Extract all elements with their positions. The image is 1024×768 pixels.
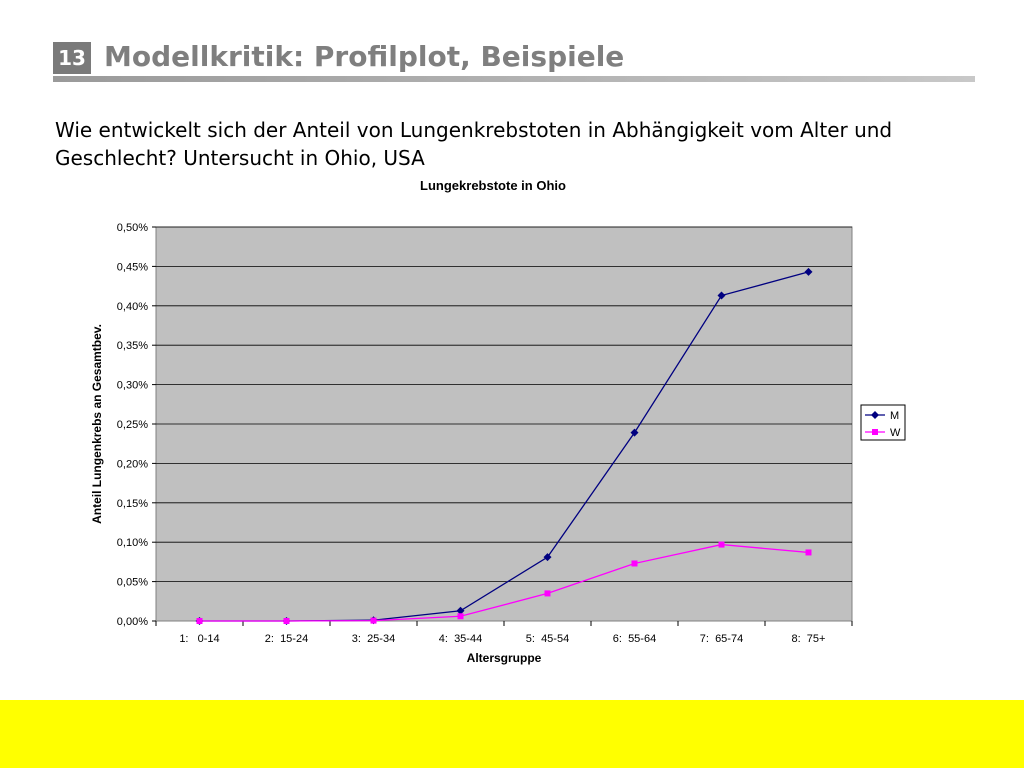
- y-tick-label: 0,50%: [117, 222, 148, 234]
- series-w-point: [718, 541, 725, 548]
- series-w: [196, 541, 812, 624]
- x-tick-label: 6: 55-64: [613, 633, 656, 645]
- series-m-point: [717, 291, 726, 300]
- legend-label: W: [890, 427, 901, 439]
- slide-number: 13: [53, 42, 91, 74]
- series-w-point: [283, 618, 290, 624]
- y-tick-label: 0,00%: [117, 616, 148, 628]
- x-tick-label: 8: 75+: [792, 633, 826, 645]
- y-tick-label: 0,05%: [117, 577, 148, 589]
- slide-title: Modellkritik: Profilplot, Beispiele: [104, 40, 625, 73]
- chart-title: Lungekrebstote in Ohio: [420, 178, 566, 193]
- line-chart: Lungekrebstote in Ohio 0,00%0,05%0,10%0,…: [90, 178, 906, 665]
- legend-label: M: [890, 410, 899, 422]
- y-tick-label: 0,45%: [117, 261, 148, 273]
- series-w-point: [544, 590, 551, 597]
- series-w-point: [196, 618, 203, 624]
- gridlines: [156, 226, 852, 582]
- series-w-point: [631, 560, 638, 567]
- y-tick-label: 0,35%: [117, 340, 148, 352]
- legend-swatch-marker: [872, 429, 878, 435]
- x-tick-label: 3: 25-34: [352, 633, 395, 645]
- y-axis-label: Anteil Lungenkrebs an Gesamtbev.: [90, 324, 104, 524]
- x-axis-label: Altersgruppe: [467, 651, 542, 665]
- title-divider: [53, 76, 975, 82]
- x-tick-label: 1: 0-14: [179, 633, 219, 645]
- series-group: [195, 267, 813, 625]
- legend: MW: [860, 404, 906, 441]
- y-tick-label: 0,15%: [117, 498, 148, 510]
- legend-item-w: W: [865, 427, 901, 439]
- intro-question: Wie entwickelt sich der Anteil von Lunge…: [55, 118, 893, 170]
- legend-item-m: M: [865, 410, 899, 422]
- x-axis-ticks: 1: 0-14 2: 15-24 3: 25-34 4: 35-44 5: 45-54 6…: [155, 621, 853, 645]
- x-tick-label: 5: 45-54: [526, 633, 569, 645]
- series-w-point: [457, 613, 464, 620]
- y-tick-label: 0,30%: [117, 380, 148, 392]
- y-axis-ticks: 0,00% 0,05% 0,10% 0,15% 0,20% 0,25% 0,30% 0,35%…: [117, 222, 156, 628]
- series-w-point: [370, 617, 377, 624]
- x-tick-label: 4: 35-44: [439, 633, 482, 645]
- series-m-point: [543, 553, 552, 562]
- series-m-point: [630, 428, 639, 437]
- series-w-line: [199, 543, 809, 622]
- y-tick-label: 0,25%: [117, 419, 148, 431]
- footer-bar: [0, 700, 1024, 768]
- series-m-point: [456, 606, 465, 615]
- series-w-point: [805, 549, 812, 556]
- y-tick-label: 0,10%: [117, 537, 148, 549]
- x-tick-label: 2: 15-24: [265, 633, 308, 645]
- y-tick-label: 0,20%: [117, 458, 148, 470]
- series-m-point: [804, 267, 813, 276]
- legend-box: [860, 404, 906, 441]
- legend-swatch-marker: [871, 411, 879, 419]
- x-tick-label: 7: 65-74: [700, 633, 743, 645]
- y-tick-label: 0,40%: [117, 301, 148, 313]
